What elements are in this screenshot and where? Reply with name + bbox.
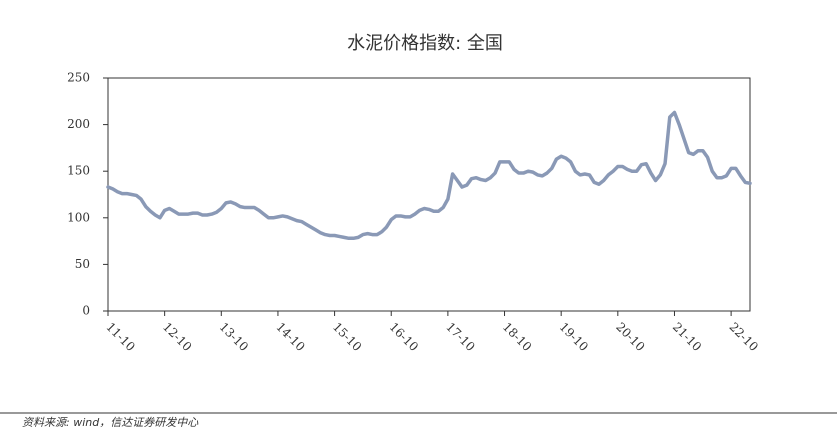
x-tick-label: 21-10	[670, 320, 704, 354]
x-tick-label: 13-10	[217, 320, 251, 354]
x-tick-label: 14-10	[273, 320, 307, 354]
y-tick-label: 150	[67, 164, 90, 178]
x-tick-label: 18-10	[500, 320, 534, 354]
x-tick-label: 19-10	[557, 320, 591, 354]
x-tick-label: 15-10	[330, 320, 364, 354]
data-line	[106, 110, 752, 241]
y-tick-label: 250	[67, 71, 90, 85]
y-tick-label: 50	[75, 257, 90, 271]
x-tick-label: 22-10	[727, 320, 761, 354]
plot-frame	[107, 77, 751, 312]
x-tick-label: 16-10	[387, 320, 421, 354]
y-tick-label: 100	[67, 210, 90, 224]
source-note: 资料来源: wind，信达证券研发中心	[22, 416, 199, 429]
chart-title: 水泥价格指数: 全国	[347, 33, 503, 54]
x-tick-label: 20-10	[613, 320, 647, 354]
x-tick-label: 17-10	[443, 320, 477, 354]
y-tick-label: 0	[82, 304, 90, 318]
y-tick-label: 200	[67, 117, 90, 131]
x-tick-label: 11-10	[103, 320, 137, 354]
x-tick-label: 12-10	[160, 320, 194, 354]
